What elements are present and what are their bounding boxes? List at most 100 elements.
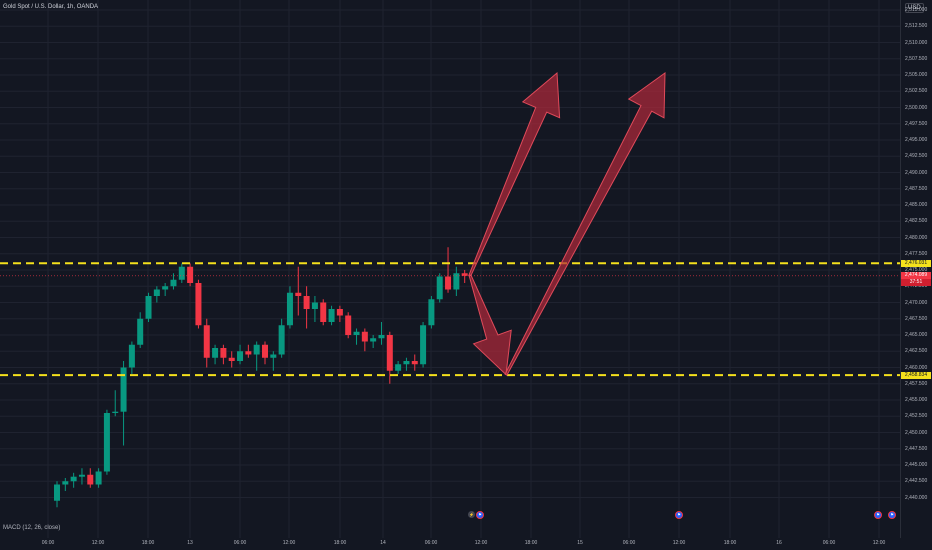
currency-button[interactable]: USD (905, 3, 924, 13)
candle-body (370, 338, 377, 342)
time-tick-label: 14 (380, 540, 386, 546)
price-tick-label: 2,497.500 (905, 120, 928, 127)
candle-body (420, 325, 427, 365)
dividend-event-icon[interactable]: ⚡ (468, 511, 475, 518)
candle-body (120, 367, 127, 412)
time-tick-label: 06:00 (41, 540, 55, 546)
candle-body (78, 474, 85, 477)
candle-body (195, 283, 202, 326)
candle-body (162, 286, 169, 290)
arrow-drawing[interactable] (468, 274, 512, 376)
candle-body (137, 318, 144, 345)
candle-body (270, 354, 277, 358)
candle-body (278, 325, 285, 355)
economic-event-icon[interactable]: ⚑ (675, 511, 683, 519)
price-tick-label: 2,515.000 (905, 7, 928, 13)
candle-body (170, 279, 177, 287)
candle-body (336, 309, 343, 316)
candle-countdown-label[interactable]: 37:51 (901, 279, 931, 287)
candle-body (403, 361, 410, 365)
economic-event-icon[interactable]: ⚑ (888, 511, 896, 519)
price-tick-label: 2,455.000 (905, 397, 928, 403)
price-tick-label: 2,450.000 (905, 429, 928, 436)
time-tick-label: 06:00 (822, 540, 836, 546)
time-tick-label: 15 (577, 540, 583, 546)
time-tick-label: 18:00 (333, 540, 347, 546)
candle-body (411, 361, 418, 365)
candle-body (311, 302, 318, 309)
price-tick-label: 2,475.000 (905, 267, 928, 273)
price-tick-label: 2,480.000 (905, 234, 928, 241)
price-tick-label: 2,465.000 (905, 332, 928, 338)
time-tick-label: 12:00 (872, 540, 886, 546)
time-tick-label: 12:00 (91, 540, 105, 546)
candle-body (353, 331, 360, 335)
candle-body (295, 292, 302, 296)
macd-indicator-label[interactable]: MACD (12, 26, close) (3, 525, 61, 531)
candle-body (237, 351, 244, 361)
candle-body (345, 315, 352, 335)
candle-body (453, 273, 460, 290)
candle-body (428, 299, 435, 326)
price-tick-label: 2,490.000 (905, 169, 928, 176)
price-tick-label: 2,510.000 (905, 39, 928, 46)
price-tick-label: 2,507.500 (905, 55, 928, 62)
price-chart[interactable]: Gold Spot / U.S. Dollar, 1h, OANDA MACD … (0, 0, 900, 538)
economic-event-icon[interactable]: ⚑ (874, 511, 882, 519)
price-tick-label: 2,452.500 (905, 413, 928, 420)
price-tick-label: 2,495.000 (905, 137, 928, 143)
price-tick-label: 2,485.000 (905, 202, 928, 208)
price-tick-label: 2,460.000 (905, 364, 928, 371)
current-price-label[interactable]: 2,474.089 (901, 272, 931, 280)
economic-event-icon[interactable]: ⚑ (476, 511, 484, 519)
candle-body (178, 266, 185, 280)
candle-body (245, 351, 252, 355)
price-tick-label: 2,512.500 (905, 23, 928, 30)
time-tick-label: 16 (776, 540, 782, 546)
arrow-drawing[interactable] (504, 72, 666, 376)
support-price-label[interactable]: 2,458.834 (901, 371, 931, 379)
time-tick-label: 06:00 (424, 540, 438, 546)
candle-body (87, 474, 94, 485)
candle-body (395, 364, 402, 371)
candle-body (461, 273, 468, 276)
symbol-title[interactable]: Gold Spot / U.S. Dollar, 1h, OANDA (3, 4, 99, 10)
candle-body (378, 335, 385, 339)
candle-body (445, 276, 452, 290)
price-tick-label: 2,462.500 (905, 348, 928, 355)
time-tick-label: 06:00 (622, 540, 636, 546)
price-tick-label: 2,442.500 (905, 478, 928, 485)
price-tick-label: 2,447.500 (905, 445, 928, 452)
time-tick-label: 18:00 (723, 540, 737, 546)
candle-body (303, 296, 310, 309)
price-tick-label: 2,440.000 (905, 494, 928, 501)
candle-body (320, 302, 327, 322)
price-tick-label: 2,477.500 (905, 250, 928, 257)
candle-body (70, 476, 77, 482)
candle-body (262, 344, 268, 358)
candle-body (220, 348, 227, 358)
price-tick-label: 2,492.500 (905, 153, 928, 160)
arrow-drawing[interactable] (468, 71, 561, 277)
price-tick-label: 2,482.500 (905, 218, 928, 225)
price-tick-label: 2,487.500 (905, 185, 928, 192)
candle-body (386, 335, 393, 371)
candle-body (187, 266, 194, 283)
price-tick-label: 2,505.000 (905, 72, 928, 78)
time-tick-label: 18:00 (141, 540, 155, 546)
candle-body (62, 481, 69, 485)
time-tick-label: 12:00 (474, 540, 488, 546)
candle-body (286, 292, 293, 326)
candle-body (153, 289, 160, 296)
candle-body (112, 411, 119, 413)
price-scale[interactable] (900, 0, 932, 538)
candle-body (95, 471, 102, 485)
time-tick-label: 12:00 (282, 540, 296, 546)
time-tick-label: 12:00 (672, 540, 686, 546)
candle-body (128, 344, 135, 368)
candlestick-chart[interactable] (0, 0, 900, 538)
price-tick-label: 2,467.500 (905, 315, 928, 322)
time-scale[interactable] (0, 538, 900, 550)
candle-body (212, 348, 219, 358)
resistance-price-label[interactable]: 2,476.031 (901, 259, 931, 267)
